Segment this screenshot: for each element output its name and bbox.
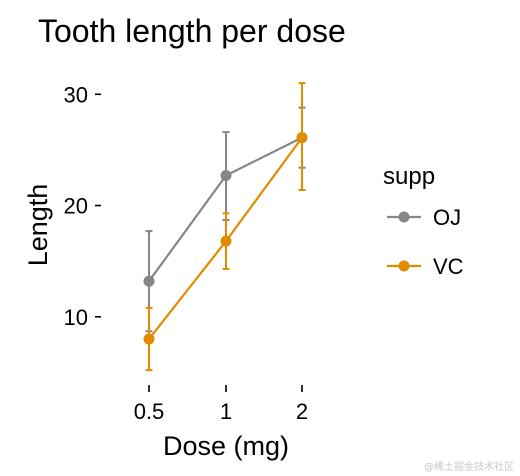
x-tick-label: 2 — [296, 399, 308, 424]
error-bars — [145, 82, 306, 372]
y-tick-label: 10 — [64, 305, 88, 330]
x-tick-label: 0.5 — [134, 399, 165, 424]
data-point — [296, 132, 308, 144]
series-points — [143, 132, 308, 345]
legend-item: OJ — [387, 205, 461, 230]
y-tick-label: 30 — [64, 82, 88, 107]
y-tick-label: 20 — [64, 194, 88, 219]
data-point — [220, 169, 232, 181]
x-axis: Dose (mg) 0.5 1 2 — [134, 385, 308, 461]
data-point — [220, 235, 232, 247]
legend-label: OJ — [433, 205, 461, 230]
chart-title: Tooth length per dose — [38, 13, 346, 49]
legend-label: VC — [433, 254, 464, 279]
legend-key-point — [398, 260, 410, 272]
legend-key-point — [398, 211, 410, 223]
legend-item: VC — [387, 254, 464, 279]
y-axis: Length 10 20 30 — [23, 82, 101, 330]
legend-title: supp — [383, 163, 435, 190]
data-point — [143, 275, 155, 287]
data-point — [143, 333, 155, 345]
x-axis-label: Dose (mg) — [163, 431, 289, 461]
x-tick-label: 1 — [220, 399, 232, 424]
watermark: @稀土掘金技术社区 — [424, 460, 514, 473]
legend: supp OJ VC — [383, 163, 464, 279]
y-axis-label: Length — [23, 184, 53, 267]
